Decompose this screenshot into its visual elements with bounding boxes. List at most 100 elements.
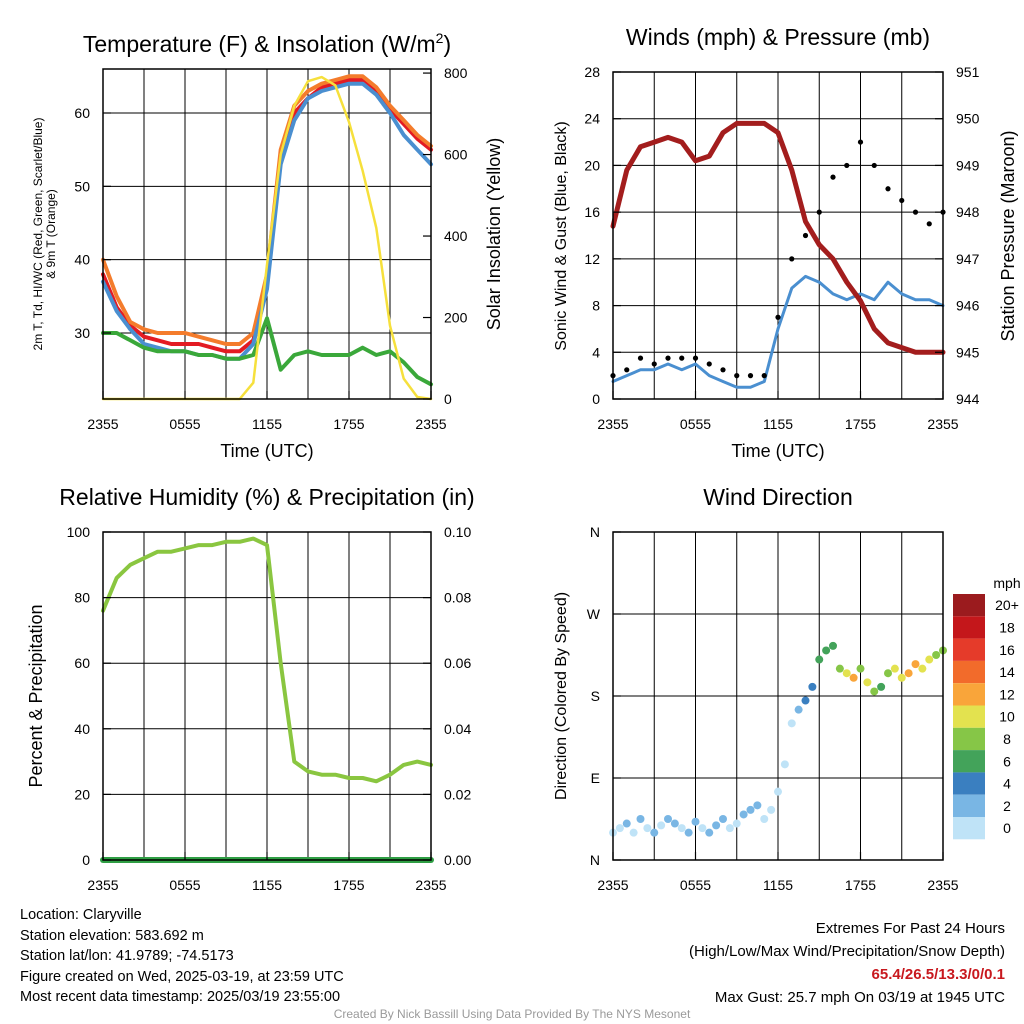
gust-point (706, 361, 712, 367)
y-tick-label-right: 0.02 (444, 786, 471, 802)
extremes-box: Extremes For Past 24 Hours (High/Low/Max… (689, 917, 1005, 1009)
direction-point (677, 824, 686, 833)
y-tick-label-left: E (591, 770, 600, 786)
y-tick-label-right: 200 (444, 310, 468, 326)
extremes-subtitle: (High/Low/Max Wind/Precipitation/Snow De… (689, 943, 1005, 960)
winddir-panel: Wind Direction 2355 0555 1155 1755 2355 N E S W N… (553, 484, 1021, 893)
x-tick-label: 2355 (927, 877, 958, 893)
direction-point (636, 815, 645, 823)
direction-point (932, 651, 941, 659)
y-tick-label-right: 946 (956, 298, 980, 314)
y-tick-label-right: 947 (956, 251, 980, 267)
station-elevation: Station elevation: 583.692 m (20, 927, 204, 944)
colorbar-level: 10 (999, 709, 1015, 725)
direction-point (918, 664, 927, 673)
winddir-series (609, 641, 947, 837)
x-tick-label: 2355 (87, 416, 118, 432)
y-tick-label-right: 0.10 (444, 524, 471, 540)
direction-point (767, 805, 776, 814)
colorbar-swatch (953, 616, 985, 639)
y-tick-label-left: 40 (74, 721, 90, 737)
x-tick-label: 1755 (333, 416, 364, 432)
y-tick-label-right: 951 (956, 64, 980, 80)
wind-ticks: 2355 0555 1155 1755 2355 0 4 8 12 16 20 24 28 944 945 9… (584, 64, 979, 432)
series-line (101, 536, 433, 784)
y-tick-label-left: 40 (74, 252, 90, 268)
direction-point (725, 824, 734, 833)
colorbar-label: mph (993, 575, 1020, 591)
x-tick-label: 2355 (415, 416, 446, 432)
direction-point (904, 669, 913, 678)
direction-point (856, 664, 865, 673)
direction-point (670, 819, 679, 828)
direction-point (911, 660, 920, 669)
temp-title-sup: 2 (436, 30, 444, 46)
x-tick-label: 1155 (763, 416, 793, 432)
colorbar-level: 2 (1003, 798, 1011, 814)
series-line (101, 81, 433, 361)
winddir-ylabel-left: Direction (Colored By Speed) (553, 592, 570, 800)
direction-point (732, 819, 741, 828)
temp-ylabel-line1: 2m T, Td, HI/WC (Red, Green, Scarlet/Blu… (31, 118, 45, 351)
gust-point (871, 162, 877, 169)
x-tick-label: 2355 (597, 416, 628, 432)
direction-point (760, 815, 769, 823)
direction-point (829, 641, 837, 650)
x-tick-label: 1155 (252, 877, 282, 893)
direction-point (787, 719, 796, 728)
colorbar-swatch (953, 660, 985, 684)
colorbar-swatch (953, 683, 985, 706)
wind-panel: Winds (mph) & Pressure (mb) 2355 0555 1155… (553, 24, 1018, 461)
max-gust: Max Gust: 25.7 mph On 03/19 at 1945 UTC (714, 989, 1005, 1006)
wind-series (610, 120, 946, 389)
direction-point (925, 655, 934, 664)
wind-grid (613, 72, 943, 399)
y-tick-label-right: 944 (956, 391, 980, 407)
y-tick-label-right: 0.00 (444, 852, 471, 868)
rh-ylabel-left: Percent & Precipitation (26, 604, 46, 787)
extremes-title: Extremes For Past 24 Hours (815, 920, 1005, 937)
gust-point (885, 186, 891, 192)
temp-xlabel: Time (UTC) (220, 441, 313, 461)
y-tick-label-left: 0 (592, 391, 600, 407)
direction-point (712, 821, 721, 830)
y-tick-label-left: 100 (67, 524, 91, 540)
gust-point (802, 232, 809, 239)
direction-point (808, 682, 817, 691)
y-tick-label-left: 30 (74, 325, 90, 341)
y-tick-label-left: 8 (592, 298, 600, 314)
station-location: Location: Claryville (20, 907, 142, 923)
gust-point (665, 355, 671, 361)
y-tick-label-left: 20 (74, 786, 90, 802)
wind-xlabel: Time (UTC) (731, 441, 824, 461)
direction-point (835, 664, 844, 673)
direction-point (822, 646, 831, 655)
gust-point (775, 314, 781, 320)
direction-point (890, 664, 899, 673)
gust-point (651, 361, 657, 367)
colorbar-level: 4 (1003, 776, 1011, 792)
colorbar-level: 0 (1003, 820, 1011, 836)
colorbar-level: 16 (999, 642, 1015, 658)
y-tick-label-left: S (591, 688, 600, 704)
y-tick-label-left: 60 (74, 105, 90, 121)
direction-point (657, 821, 666, 830)
temp-ticks: 2355 0555 1155 1755 235530405060020040060080… (74, 65, 467, 432)
x-tick-label: 2355 (87, 877, 118, 893)
x-tick-label: 1755 (845, 877, 876, 893)
y-tick-label-left: 24 (584, 111, 600, 127)
gust-point (624, 367, 630, 373)
x-tick-label: 1155 (763, 877, 793, 893)
rh-title: Relative Humidity (%) & Precipitation (i… (59, 484, 474, 510)
y-tick-label-left: 28 (584, 64, 600, 80)
x-tick-label: 2355 (597, 877, 628, 893)
gust-point (899, 197, 905, 204)
direction-point (664, 815, 672, 823)
x-tick-label: 2355 (415, 877, 446, 893)
x-tick-label: 1755 (845, 416, 876, 432)
direction-point (794, 705, 803, 714)
direction-point (629, 828, 638, 837)
gust-point (637, 355, 644, 361)
winddir-title: Wind Direction (703, 484, 853, 510)
direction-point (897, 673, 906, 682)
